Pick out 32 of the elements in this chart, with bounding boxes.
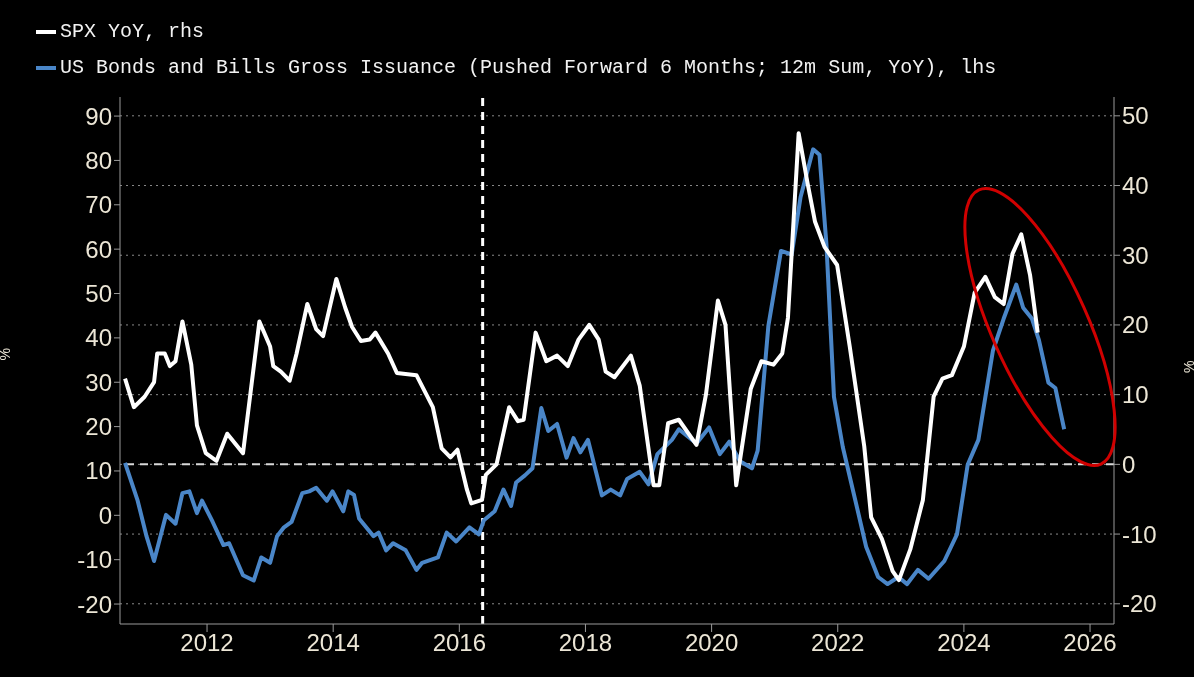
y2-tick-label: 0 [1122,450,1136,478]
y2-axis-title: % [1180,360,1194,373]
x-tick-label: 2024 [937,629,991,657]
y-tick-label: 90 [85,102,112,130]
x-tick-label: 2016 [432,629,487,657]
x-tick-label: 2018 [558,629,613,657]
y-tick-label: 80 [85,146,112,174]
x-tick-label: 2012 [180,629,234,657]
y2-tick-label: -10 [1122,520,1157,548]
y2-tick-label: 10 [1122,381,1149,409]
y2-tick-label: -20 [1122,590,1157,618]
y-tick-label: 60 [85,235,112,263]
y-tick-label: 40 [85,324,112,352]
y2-tick-label: 30 [1122,241,1149,269]
y-tick-label: 10 [85,457,112,485]
y-tick-label: -10 [77,546,112,574]
x-tick-label: 2026 [1063,629,1117,657]
y-tick-label: 20 [85,413,112,441]
y2-tick-label: 20 [1122,311,1149,339]
x-tick-label: 2014 [306,629,360,657]
y-tick-label: 0 [98,501,112,529]
x-tick-label: 2022 [811,629,865,657]
y-axis-title: % [0,348,13,361]
legend-label: US Bonds and Bills Gross Issuance (Pushed Forward 6 Months; 12m Sum, YoY), lhs [60,55,997,81]
x-tick-label: 2020 [684,629,739,657]
y-tick-label: 30 [85,368,112,396]
y-tick-label: 50 [85,280,112,308]
y-tick-label: -20 [77,590,112,618]
y2-tick-label: 40 [1122,172,1149,200]
y-tick-label: 70 [85,191,112,219]
legend-label: SPX YoY, rhs [60,19,205,45]
y2-tick-label: 50 [1122,102,1149,130]
